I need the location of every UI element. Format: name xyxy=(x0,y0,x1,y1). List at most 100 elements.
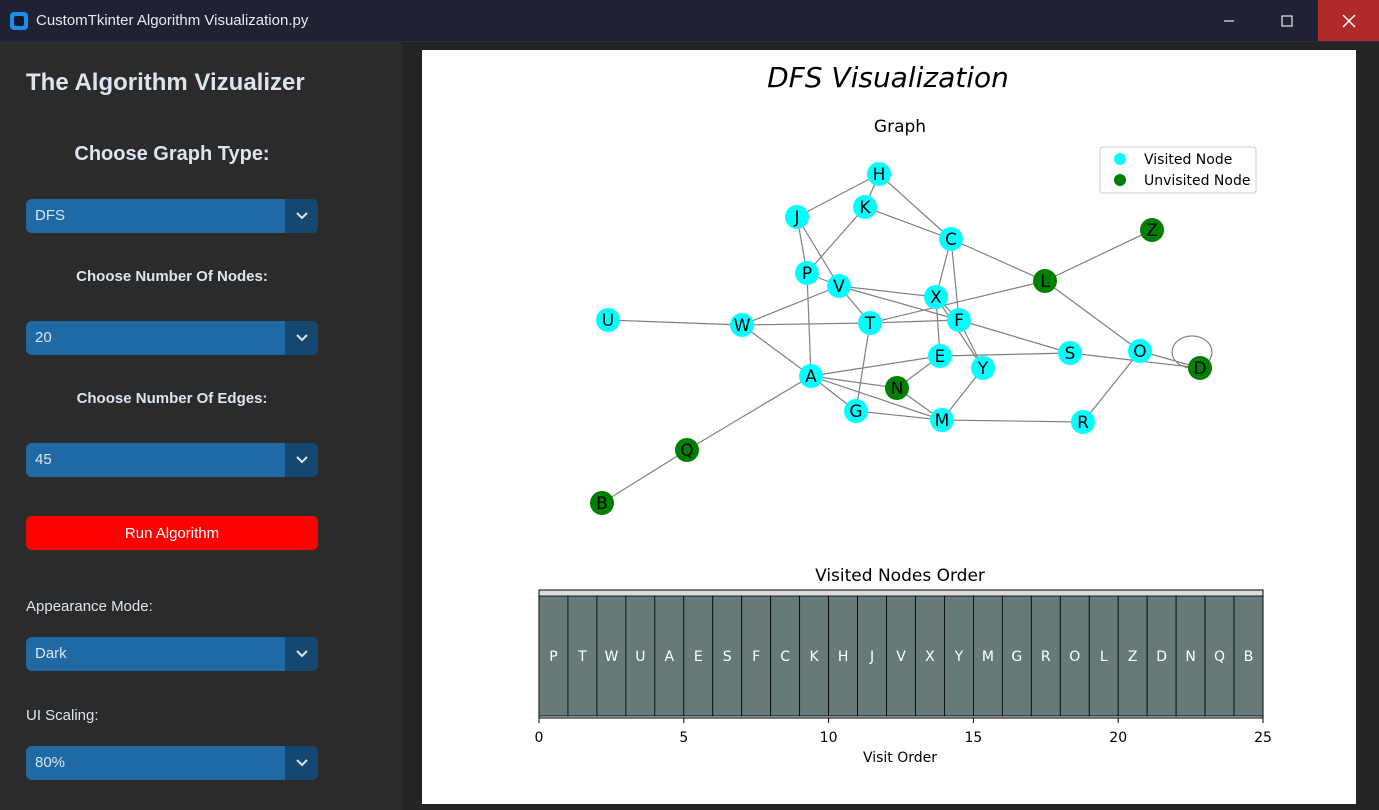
graph-node-marker xyxy=(799,364,823,388)
graph-node-z: Z xyxy=(1140,218,1164,242)
order-cell-label: Y xyxy=(954,649,964,665)
edges-count-dropdown[interactable]: 45 xyxy=(26,443,318,477)
order-cell-17 xyxy=(1001,595,1032,717)
minimize-button[interactable] xyxy=(1200,0,1258,41)
order-cell-label: E xyxy=(694,649,703,665)
graph-node-marker xyxy=(853,195,877,219)
order-tick-label: 5 xyxy=(679,730,688,746)
ui-scaling-dropdown[interactable]: 80% xyxy=(26,746,318,780)
app-icon xyxy=(10,12,28,30)
graph-node-marker xyxy=(1140,218,1164,242)
order-cell-label: D xyxy=(1156,649,1167,665)
graph-node-label: H xyxy=(873,165,886,185)
order-cell-label: S xyxy=(723,649,732,665)
graph-edge-u-w xyxy=(607,319,743,326)
chevron-down-icon[interactable] xyxy=(285,199,318,233)
graph-edges xyxy=(601,173,1213,504)
graph-node-g: G xyxy=(844,399,868,423)
graph-edge-l-o xyxy=(1044,280,1141,352)
order-cell-label: K xyxy=(810,649,820,665)
graph-node-label: W xyxy=(734,316,751,336)
graph-edge-l-z xyxy=(1044,229,1153,282)
nodes-count-value: 20 xyxy=(35,329,52,346)
graph-edge-v-f xyxy=(838,285,960,321)
graph-node-label: R xyxy=(1077,413,1089,433)
graph-node-label: J xyxy=(793,208,799,228)
minimize-icon xyxy=(1224,19,1234,22)
graph-node-label: E xyxy=(935,347,946,367)
appearance-mode-dropdown[interactable]: Dark xyxy=(26,637,318,671)
sidebar: The Algorithm Vizualizer Choose Graph Ty… xyxy=(0,41,402,810)
graph-node-marker xyxy=(939,227,963,251)
graph-node-marker xyxy=(1128,339,1152,363)
run-algorithm-button[interactable]: Run Algorithm xyxy=(26,516,318,550)
graph-edge-j-h xyxy=(796,173,880,218)
order-cell-5 xyxy=(654,595,685,717)
graph-edge-c-l xyxy=(950,238,1046,282)
graph-node-marker xyxy=(1058,341,1082,365)
graph-node-s: S xyxy=(1058,341,1082,365)
graph-node-label: G xyxy=(849,402,862,422)
graph-node-y: Y xyxy=(971,356,995,380)
order-cell-10 xyxy=(799,595,830,717)
order-cell-label: M xyxy=(982,649,994,665)
chevron-down-icon[interactable] xyxy=(285,443,318,477)
order-tick-label: 25 xyxy=(1254,730,1272,746)
figure-svg: DFS Visualization Graph H J K C Z P V L X U W T F S O E… xyxy=(535,61,1272,766)
chevron-down-icon[interactable] xyxy=(285,637,318,671)
maximize-button[interactable] xyxy=(1258,0,1316,41)
order-cell-9 xyxy=(770,595,801,717)
graph-edge-a-n xyxy=(810,375,898,389)
graph-edge-q-b xyxy=(601,449,688,504)
order-cell-11 xyxy=(828,595,858,717)
graph-node-l: L xyxy=(1033,269,1057,293)
graph-node-label: M xyxy=(935,411,950,431)
graph-node-label: P xyxy=(802,264,812,284)
chevron-down-icon[interactable] xyxy=(285,746,318,780)
chevron-down-icon[interactable] xyxy=(285,321,318,355)
order-title: Visited Nodes Order xyxy=(815,566,985,586)
graph-edge-j-v xyxy=(796,216,840,287)
nodes-count-label: Choose Number Of Nodes: xyxy=(76,268,268,285)
order-cell-2 xyxy=(567,595,598,717)
graph-node-marker xyxy=(924,285,948,309)
graph-type-dropdown[interactable]: DFS xyxy=(26,199,318,233)
order-cell-label: H xyxy=(838,649,849,665)
order-tick-label: 0 xyxy=(535,730,544,746)
graph-edge-w-t xyxy=(741,322,871,326)
order-cell-label: T xyxy=(577,649,587,665)
graph-edge-c-f xyxy=(950,238,960,321)
order-cell-label: L xyxy=(1100,649,1108,665)
ui-scaling-value: 80% xyxy=(35,754,66,771)
graph-node-label: L xyxy=(1040,272,1050,292)
appearance-mode-value: Dark xyxy=(35,645,67,662)
graph-node-u: U xyxy=(596,308,620,332)
graph-node-c: C xyxy=(939,227,963,251)
order-tick-label: 10 xyxy=(820,730,838,746)
graph-node-label: V xyxy=(833,277,845,297)
graph-node-x: X xyxy=(924,285,948,309)
graph-node-marker xyxy=(596,308,620,332)
graph-node-marker xyxy=(795,261,819,285)
graph-node-label: O xyxy=(1133,342,1146,362)
close-button[interactable] xyxy=(1318,0,1379,41)
graph-edge-h-c xyxy=(878,173,952,240)
graph-edge-g-m xyxy=(855,410,943,421)
graph-node-d: D xyxy=(1188,356,1212,380)
graph-node-b: B xyxy=(590,491,614,515)
order-cell-label: X xyxy=(925,649,935,665)
graph-node-label: D xyxy=(1193,359,1206,379)
nodes-count-dropdown[interactable]: 20 xyxy=(26,321,318,355)
order-cell-label: U xyxy=(635,649,645,665)
order-cell-24 xyxy=(1204,595,1235,717)
graph-edge-v-w xyxy=(741,285,840,326)
graph-node-marker xyxy=(885,376,909,400)
graph-edge-x-y xyxy=(935,296,984,369)
graph-node-label: A xyxy=(805,367,817,387)
order-tick-label: 20 xyxy=(1109,730,1127,746)
graph-node-marker xyxy=(844,399,868,423)
appearance-mode-label: Appearance Mode: xyxy=(26,598,153,615)
graph-node-j: J xyxy=(785,205,809,229)
graph-edge-o-r xyxy=(1082,350,1141,423)
graph-title: Graph xyxy=(874,117,926,137)
